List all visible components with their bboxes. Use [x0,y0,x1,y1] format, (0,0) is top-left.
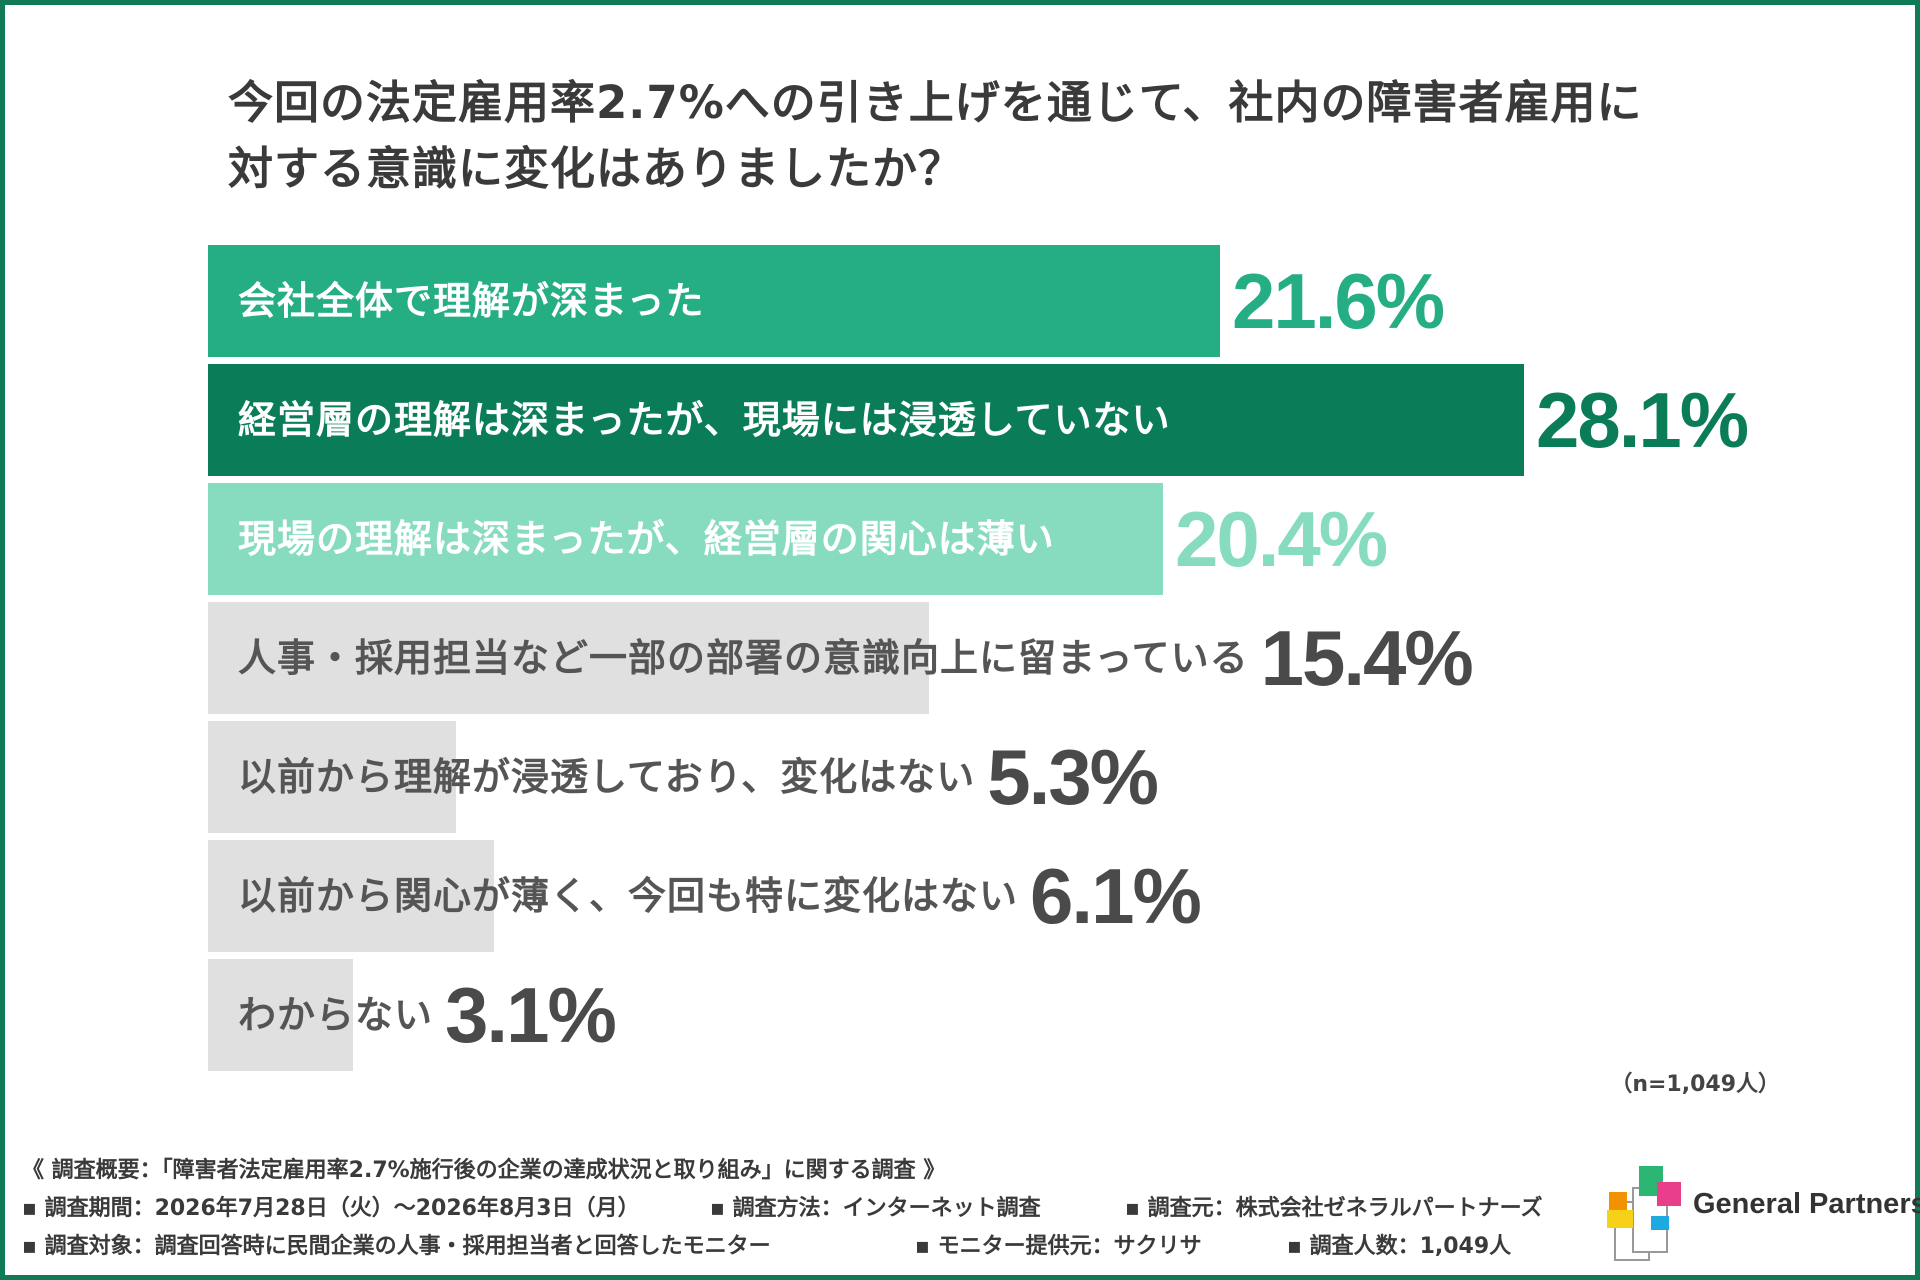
survey-period: ▪ 調査期間：2026年7月28日（火）～2026年8月3日（月） [22,1196,640,1221]
logo-text: General Partners [1693,1188,1920,1220]
bar-1 [208,245,1220,357]
bar-2 [208,364,1524,476]
survey-provider: ▪ モニター提供元：サクリサ [915,1234,1202,1259]
value-label-7: 3.1% [445,971,617,1059]
company-logo: General Partners [1605,1158,1920,1268]
sample-size-label: （n=1,049人） [1610,1072,1780,1097]
category-label-1: 会社全体で理解が深まった [238,279,705,323]
survey-target: ▪ 調査対象：調査回答時に民間企業の人事・採用担当者と回答したモニター [22,1234,771,1259]
bar-4 [208,602,929,714]
value-label-1: 21.6% [1232,257,1445,345]
value-label-5: 5.3% [987,733,1159,821]
value-label-6: 6.1% [1030,852,1202,940]
value-label-4: 15.4% [1260,614,1474,702]
category-label-5: 以前から理解が浸透しており、変化はない [238,755,976,799]
question-line-1: 今回の法定雇用率2.7%への引き上げを通じて、社内の障害者雇用に [228,76,1643,129]
bar-5 [208,721,456,833]
bar-chart: 会社全体で理解が深まった 21.6% 経営層の理解は深まったが、現場には浸透していな… [208,245,1768,1075]
survey-source: ▪ 調査元：株式会社ゼネラルパートナーズ [1125,1196,1543,1221]
survey-method: ▪ 調査方法：インターネット調査 [710,1196,1041,1221]
category-label-2: 経営層の理解は深まったが、現場には浸透していない [238,398,1171,442]
survey-respondents: ▪ 調査人数：1,049人 [1287,1234,1512,1259]
bar-3 [208,483,1163,595]
category-label-7: わからない [238,993,434,1037]
question-line-2: 対する意識に変化はありましたか？ [228,142,965,195]
value-label-3: 20.4% [1175,495,1388,583]
survey-question: 今回の法定雇用率2.7%への引き上げを通じて、社内の障害者雇用に 対する意識に変… [228,70,1788,202]
survey-title: 《 調査概要：「障害者法定雇用率2.7%施行後の企業の達成状況と取り組み」に関す… [22,1158,946,1183]
bar-6 [208,840,494,952]
logo-mark-icon [1607,1166,1681,1261]
category-label-6: 以前から関心が薄く、今回も特に変化はない [238,874,1019,918]
category-label-3: 現場の理解は深まったが、経営層の関心は薄い [238,517,1055,561]
bar-7 [208,959,353,1071]
value-label-2: 28.1% [1536,376,1749,464]
category-label-4: 人事・採用担当など一部の部署の意識向上に留まっている [238,636,1249,680]
